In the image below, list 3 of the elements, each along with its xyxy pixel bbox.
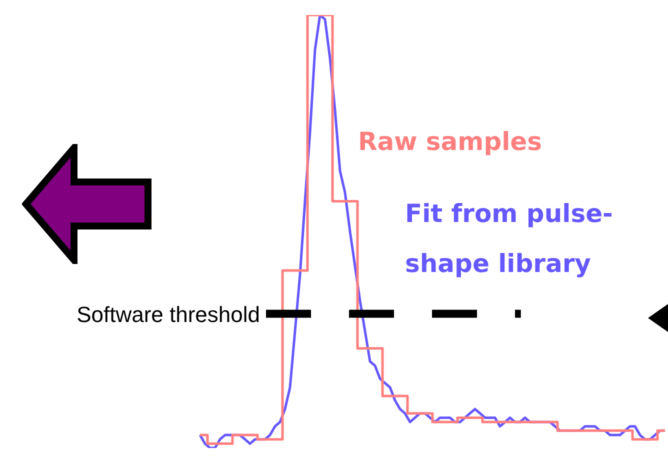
series-label: Raw samples <box>358 127 542 156</box>
series-label: Fit from pulse-shape library <box>405 199 613 278</box>
ref-line-label: Software threshold <box>76 302 260 327</box>
